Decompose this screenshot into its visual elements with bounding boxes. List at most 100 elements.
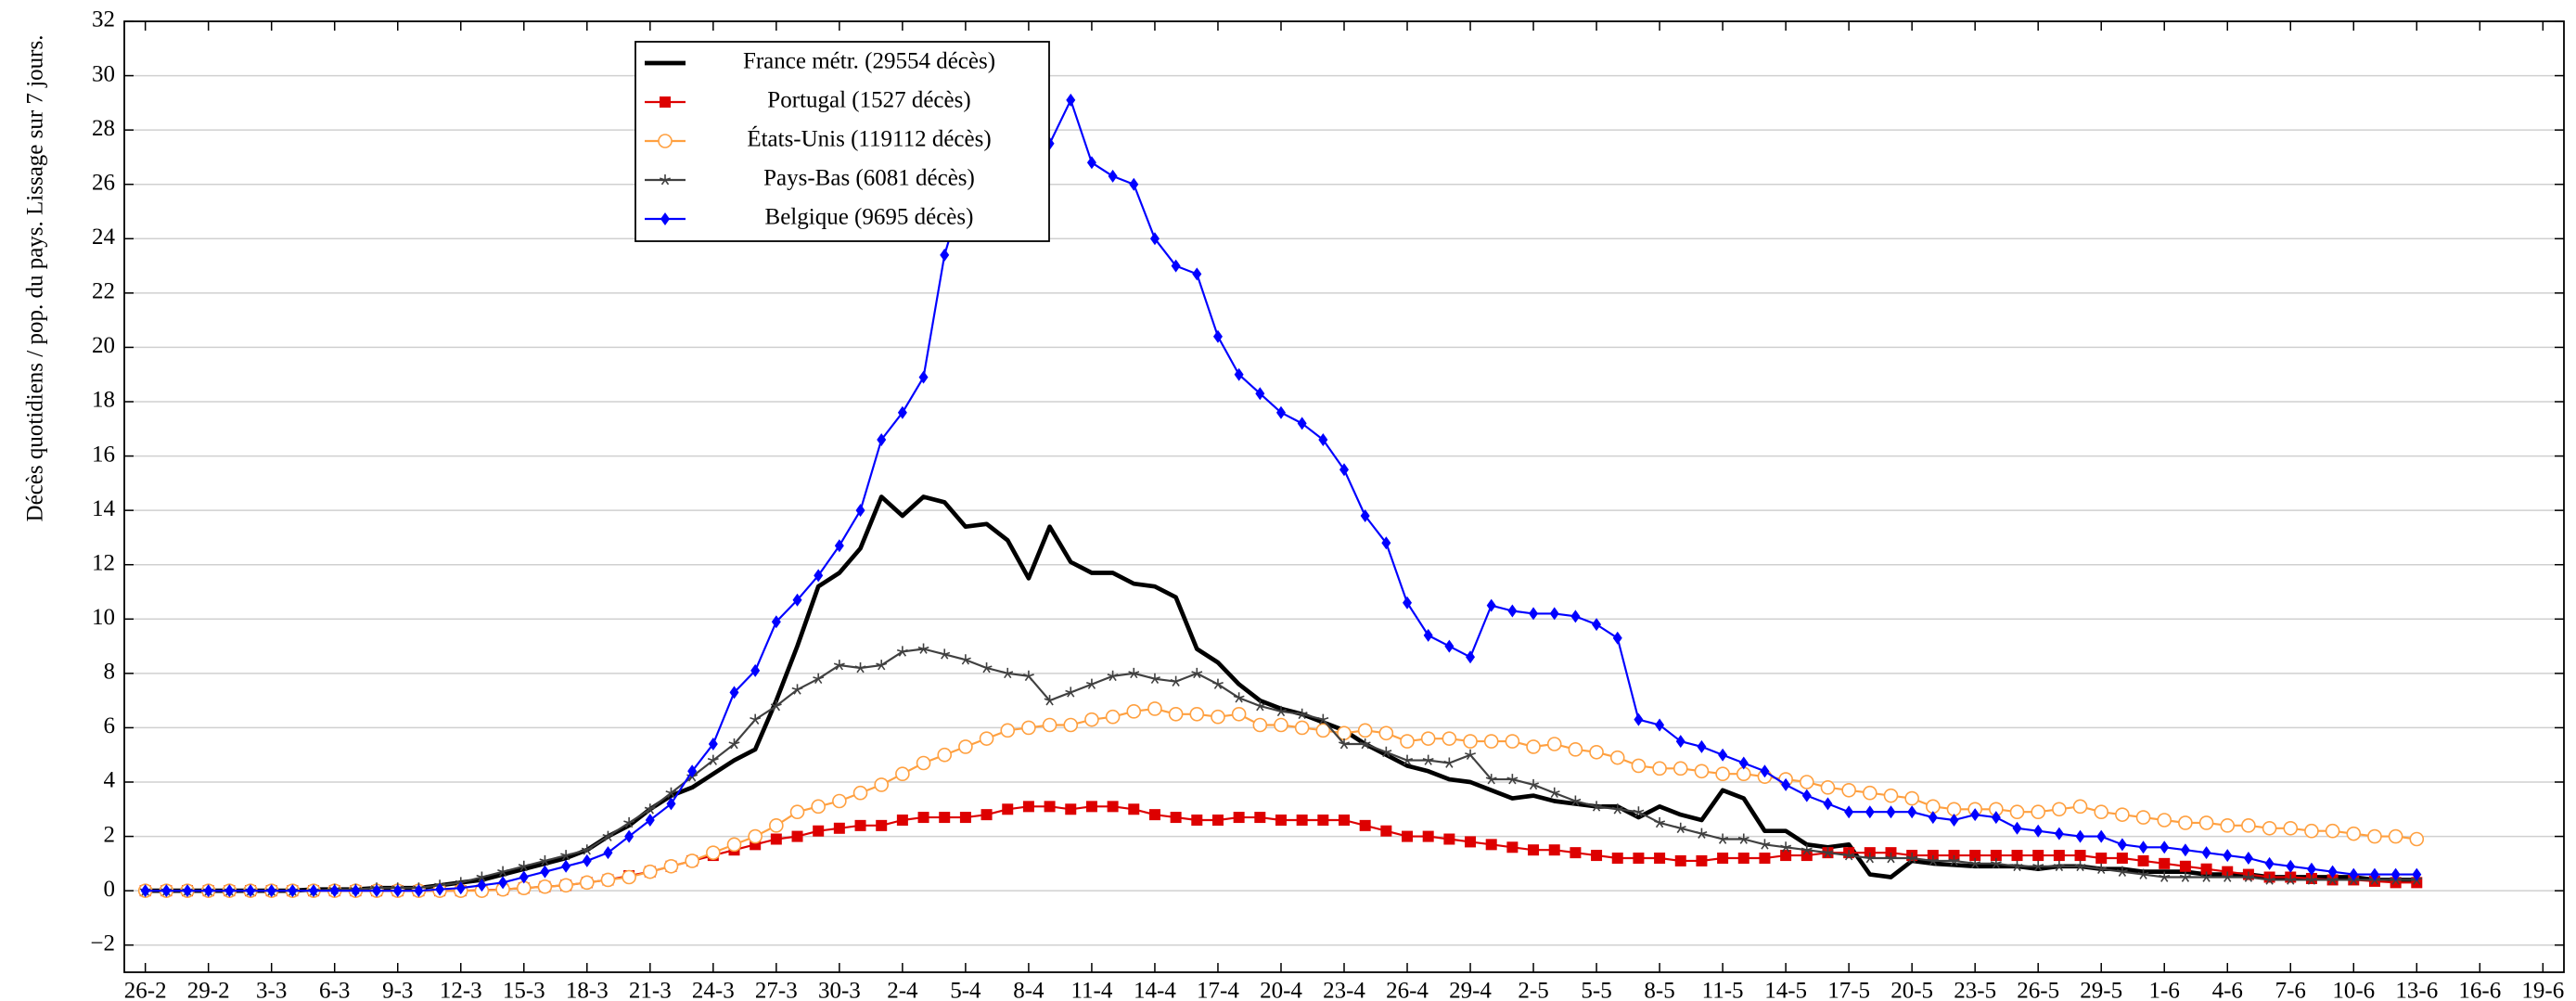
marker [1844,805,1854,819]
marker [2117,838,2127,852]
marker [791,830,803,842]
marker [2011,860,2023,872]
marker [874,777,890,792]
marker [2388,828,2403,844]
x-tick-label: 4-6 [2212,979,2243,1001]
marker [979,731,994,746]
marker [1108,169,1118,183]
marker [1674,822,1686,834]
marker [1022,670,1034,682]
marker [266,884,276,898]
x-tick-label: 17-4 [1197,979,1239,1001]
x-tick-label: 12-3 [440,979,482,1001]
marker [1654,853,1666,864]
marker [2096,829,2107,843]
marker [1402,830,1414,842]
marker [1483,734,1499,749]
marker [1128,803,1140,815]
marker [2053,860,2065,872]
x-tick-label: 8-4 [1013,979,1044,1001]
marker [1696,854,1708,866]
marker [1799,775,1814,789]
marker [2157,813,2172,828]
marker [814,569,824,583]
marker [1863,785,1878,801]
marker [1170,812,1182,824]
marker [1612,631,1622,645]
x-tick-label: 17-5 [1827,979,1870,1001]
marker [1085,678,1097,689]
marker [2179,860,2191,872]
marker [707,754,719,765]
marker [2116,853,2128,864]
x-tick-label: 26-5 [2017,979,2059,1001]
x-tick-label: 9-3 [382,979,413,1001]
marker [246,884,256,898]
marker [1148,673,1160,685]
marker [2095,863,2108,875]
marker [351,884,361,898]
marker [665,787,677,799]
marker [1738,756,1749,770]
x-tick-label: 20-5 [1890,979,1933,1001]
marker [896,646,908,657]
marker [2412,867,2422,881]
marker [1655,718,1665,732]
marker [2074,850,2086,862]
marker [2116,866,2128,877]
marker [685,853,699,868]
marker [1760,764,1770,778]
marker [519,870,529,884]
marker [1780,850,1792,862]
marker [2222,871,2234,882]
marker [834,539,844,553]
marker [414,884,424,898]
marker [1507,604,1518,618]
legend-label: États-Unis (119112 décès) [747,126,991,152]
marker [980,662,993,674]
marker [2264,856,2275,870]
marker [1002,667,1014,679]
marker [1211,709,1225,725]
marker [1296,815,1308,826]
marker [1697,739,1707,753]
marker [1126,704,1142,719]
marker [770,833,782,845]
marker [770,700,782,712]
marker [1485,774,1497,785]
marker [833,822,845,834]
marker [2285,874,2297,885]
marker [2349,867,2359,881]
marker [1633,853,1645,864]
marker [1528,844,1540,856]
marker [2137,854,2149,866]
marker [2243,852,2253,865]
marker [959,654,971,665]
marker [2159,841,2170,854]
x-tick-label: 13-6 [2395,979,2438,1001]
x-tick-label: 7-6 [2275,979,2306,1001]
marker [1506,841,1519,853]
marker [2198,815,2214,830]
y-tick-label: 10 [92,605,115,630]
marker [2180,843,2190,857]
y-tick-label: 20 [92,333,115,358]
y-tick-label: −2 [90,930,115,956]
marker [1611,853,1623,864]
marker [2178,815,2193,830]
marker [1990,850,2002,862]
marker [1570,795,1582,806]
marker [2327,865,2338,879]
marker [1465,749,1476,761]
marker [769,818,784,833]
y-tick-label: 6 [104,713,116,738]
marker [2304,823,2319,839]
marker [224,884,235,898]
marker [2032,860,2044,872]
marker [1170,675,1182,687]
marker [203,884,213,898]
marker [918,370,929,384]
marker [959,812,971,824]
marker [958,739,973,754]
marker [600,872,616,888]
